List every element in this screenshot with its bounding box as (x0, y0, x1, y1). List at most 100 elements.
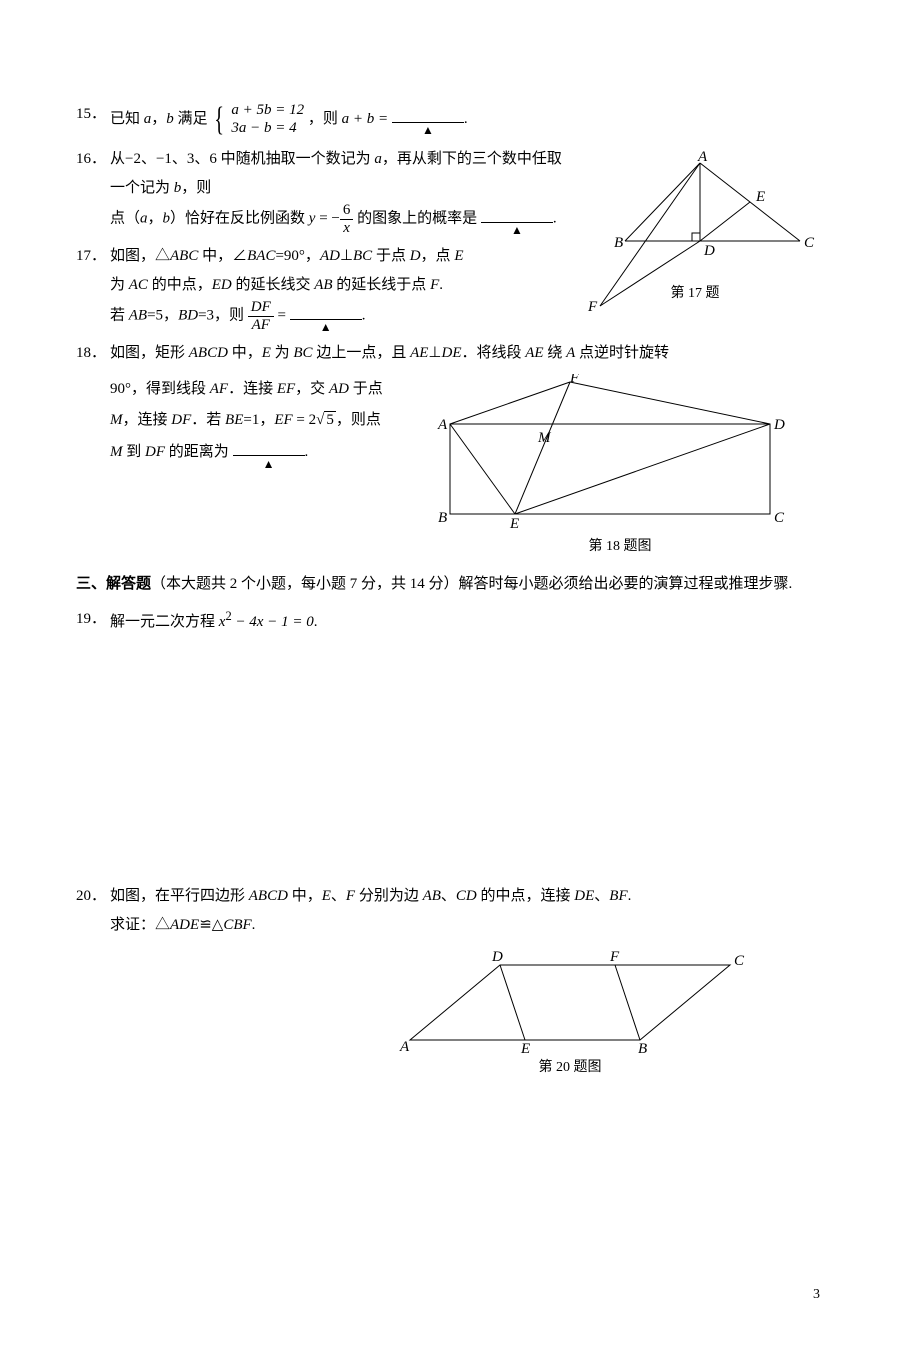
q18-l2b: ．连接 (228, 381, 277, 397)
q20-l2b: △ (212, 917, 224, 933)
q20-lbl-D: D (491, 949, 503, 965)
q16-den: x (340, 220, 354, 237)
q18-l1d: 边上一点，且 (313, 345, 411, 361)
q16-p: . (553, 211, 557, 227)
q18-perp: ⊥ (428, 345, 441, 361)
q16-eq: = − (315, 211, 339, 227)
q20-ade: ADE (170, 917, 199, 933)
q17-bac: BAC (247, 248, 275, 264)
question-20: 20． 如图，在平行四边形 ABCD 中，E、F 分别为边 AB、CD 的中点，… (110, 882, 820, 939)
q20-e: E (322, 888, 331, 904)
q17-l2c: 的延长线交 (232, 277, 315, 293)
question-17: 17． 如图，△ABC 中，∠BAC=90°，AD⊥BC 于点 D，点 E 为 … (110, 242, 570, 333)
q20-cbf: CBF (223, 917, 251, 933)
question-15: 15． 已知 a，b 满足 { a + 5b = 12 3a − b = 4 ，… (110, 100, 820, 139)
q17-ad: AD (320, 248, 340, 264)
q20-lbl-F: F (609, 949, 620, 965)
q17-ac: AC (129, 277, 148, 293)
q18-l1a: 如图，矩形 (110, 345, 189, 361)
q18-l3a2: ，连接 (123, 412, 172, 428)
q17-blank (290, 319, 362, 320)
q17-perp: ⊥ (340, 248, 353, 264)
q18-lbl-A: A (437, 417, 448, 433)
q15-sat: 满足 (174, 111, 212, 127)
q15-blank (392, 122, 464, 123)
q15-c1: ， (151, 111, 166, 127)
s3-h: 三、解答题 (76, 576, 151, 592)
q17-l3a: 若 (110, 308, 129, 324)
q18-ae: AE (410, 345, 428, 361)
q18-l3d: = 2 (293, 412, 316, 428)
q18-sqrt: √5 (316, 405, 336, 437)
q17-p: . (362, 308, 366, 324)
question-18: 18． 如图，矩形 ABCD 中，E 为 BC 边上一点，且 AE⊥DE．将线段… (110, 339, 820, 368)
q17-lbl-B: B (614, 235, 623, 251)
q17-ab2: AB (129, 308, 147, 324)
q16-l2d: 的图象上的概率是 (353, 211, 477, 227)
q18-l4b: 到 (123, 444, 146, 460)
q18-ae2: AE (525, 345, 543, 361)
q17-abc: ABC (170, 248, 198, 264)
q20-l1h: . (628, 888, 632, 904)
q17-l1a: 如图，△ (110, 248, 170, 264)
q18-p: . (305, 444, 309, 460)
q15-eq2: 3a − b = 4 (231, 120, 304, 137)
q16-frac: 6x (340, 202, 354, 236)
q20-f: F (346, 888, 355, 904)
q16-b2: b (163, 211, 171, 227)
q20-figure-block: A B C D E F 第 20 题图 (390, 945, 820, 1082)
q20-l1c: 、 (331, 888, 346, 904)
q16-num: 6 (340, 202, 354, 220)
q16-a: a (374, 151, 382, 167)
q17-lbl-C: C (804, 235, 815, 251)
q17-bc: BC (353, 248, 372, 264)
q15-system: { a + 5b = 12 3a − b = 4 (211, 100, 304, 139)
q18-lbl-M: M (537, 430, 552, 446)
q19-number: 19． (76, 605, 106, 634)
q17-frac: DFAF (248, 299, 274, 333)
q17-l2a: 为 (110, 277, 129, 293)
q20-number: 20． (76, 882, 106, 911)
q18-l1g: 点逆时针旋转 (575, 345, 669, 361)
q17-caption: 第 17 题 (570, 281, 820, 308)
s3-d: （本大题共 2 个小题，每小题 7 分，共 14 分）解答时每小题必须给出必要的… (151, 576, 792, 592)
q17-l1e: ，点 (421, 248, 455, 264)
q17-l1c: =90°， (275, 248, 319, 264)
q18-l3b: ．若 (191, 412, 225, 428)
q15-then: ，则 (308, 111, 342, 127)
q18-l1e: ．将线段 (461, 345, 525, 361)
q17-l3c: =3，则 (198, 308, 248, 324)
q16-blank (481, 222, 553, 223)
q19-text: 解一元二次方程 (110, 614, 219, 630)
q17-l1d: 于点 (372, 248, 410, 264)
q15-pre: 已知 (110, 111, 144, 127)
q15-b: b (166, 111, 174, 127)
q20-abcd: ABCD (249, 888, 288, 904)
q20-l1b: 中， (288, 888, 322, 904)
q17-lbl-A: A (697, 151, 708, 165)
q20-de: DE (574, 888, 594, 904)
q18-be: BE (225, 412, 243, 428)
q17-number: 17． (76, 242, 106, 271)
q17-lbl-D: D (703, 243, 715, 259)
q17-l3d: = (274, 308, 286, 324)
q20-l2a: 求证：△ (110, 917, 170, 933)
q15-eq1: a + 5b = 12 (231, 102, 304, 119)
q16-number: 16． (76, 145, 106, 174)
q16-l1a: 从−2、−1、3、6 中随机抽取一个数记为 (110, 151, 374, 167)
q18-s5: 5 (324, 411, 336, 428)
q17-fn: DF (248, 299, 274, 317)
section-3-heading: 三、解答题（本大题共 2 个小题，每小题 7 分，共 14 分）解答时每小题必须… (76, 570, 820, 599)
q17-d: D (410, 248, 421, 264)
q18-lbl-E: E (509, 516, 519, 532)
q17-figure-block: A B C D E F 第 17 题 (570, 145, 820, 308)
q18-l3e: ，则点 (336, 412, 381, 428)
q17-ed: ED (212, 277, 232, 293)
q15-number: 15． (76, 100, 106, 129)
q18-number: 18． (76, 339, 106, 368)
q18-lbl-C: C (774, 510, 785, 526)
q20-cong: ≌ (199, 917, 212, 933)
question-16: 16． 从−2、−1、3、6 中随机抽取一个数记为 a，再从剩下的三个数中任取一… (110, 145, 570, 236)
q18-ef: EF (277, 381, 295, 397)
q15-period: . (464, 111, 468, 127)
